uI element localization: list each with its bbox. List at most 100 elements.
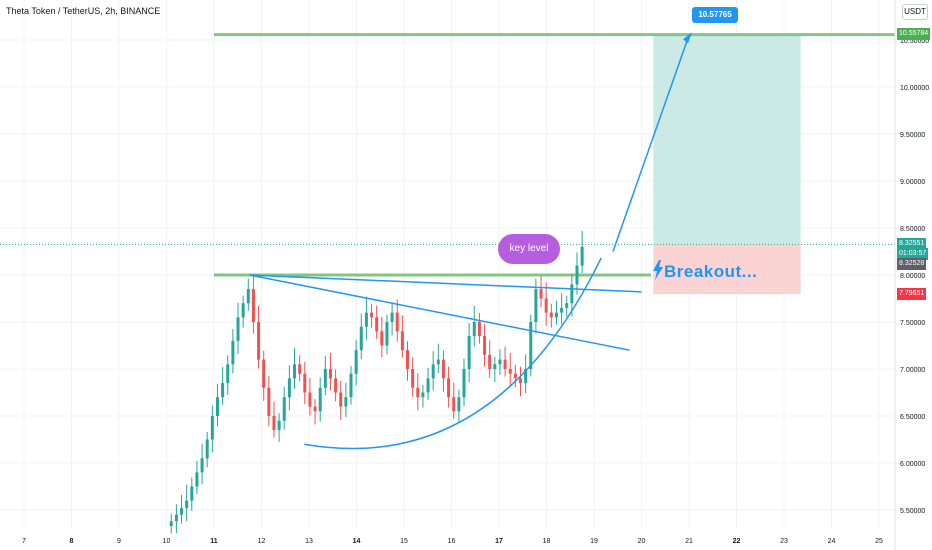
profit-zone [653,34,801,245]
candle-body [257,322,261,360]
time-tick-label: 11 [210,538,218,545]
candle-body [318,387,322,412]
loss-zone [653,244,801,295]
time-tick-label: 9 [117,538,121,545]
time-tick-label: 21 [685,538,693,545]
price-axis[interactable]: 10.50000 10.00000 9.50000 9.00000 8.50000 8.0… [900,38,929,515]
candle-body [231,340,235,365]
candle-body [339,392,343,407]
candle-body [190,486,194,501]
candle-body [498,359,502,365]
candle-body [472,322,476,337]
candle-body [575,265,579,285]
candle-body [457,397,461,412]
time-tick-label: 8 [70,538,74,545]
candle-body [421,392,425,398]
price-tick-label: 6.50000 [900,414,925,421]
candle-body [303,373,307,393]
candle-body [226,364,230,384]
candle-body [560,307,564,313]
candle-body [436,359,440,365]
candle-body [174,514,178,522]
candle-body [452,397,456,412]
candle-body [215,397,219,416]
price-tick-label: 9.00000 [900,179,925,186]
time-tick-label: 25 [875,538,883,545]
candle-body [400,331,404,351]
candle-body [483,336,487,355]
candle-body [534,289,538,322]
candle-body [200,458,204,473]
candle-body [467,336,471,369]
last-price-badge: 8.32551 [897,238,927,250]
candle-body [272,416,276,431]
candle-body [580,246,584,266]
time-tick-label: 24 [828,538,836,545]
candle-body [205,439,209,459]
candle-body [570,284,574,304]
time-tick-label: 23 [780,538,788,545]
time-tick-label: 15 [400,538,408,545]
candle-body [529,322,533,369]
candle-body [411,369,415,388]
candlestick-series [169,230,584,534]
price-tick-label: 6.00000 [900,461,925,468]
candle-body [513,373,517,379]
time-tick-label: 13 [305,538,313,545]
grid-lines [0,0,895,530]
candle-body [221,383,225,398]
time-tick-label: 16 [448,538,456,545]
price-tick-label: 10.50000 [900,38,929,45]
candle-body [508,369,512,374]
candle-body [323,369,327,388]
candle-body [277,420,281,431]
candle-body [416,387,420,398]
candle-body [293,364,297,379]
candle-body [267,387,271,416]
candle-body [308,392,312,407]
candle-body [554,312,558,318]
candle-body [441,359,445,379]
candle-body [385,322,389,346]
time-axis[interactable]: 7 8 9 10 11 12 13 14 15 16 17 18 19 20 21 22 23 24 25 [22,538,883,545]
candle-body [364,312,368,327]
triangle-upper-trendline[interactable] [249,274,642,293]
price-tick-label: 5.50000 [900,508,925,515]
candle-body [539,289,543,299]
candle-body [241,303,245,318]
triangle-lower-trendline[interactable] [249,274,630,351]
key-level-bubble[interactable]: key level [498,234,560,264]
time-tick-label: 20 [638,538,646,545]
candle-body [262,359,266,388]
candle-body [549,312,553,318]
candle-body [251,289,255,322]
candle-body [334,378,338,393]
currency-button[interactable]: USDT [902,4,928,20]
time-tick-label: 7 [22,538,26,545]
time-tick-label: 18 [543,538,551,545]
cup-curve[interactable] [304,257,602,450]
candle-body [344,397,348,407]
candle-body [370,312,374,318]
candle-body [195,472,199,487]
lightning-icon [653,260,663,280]
time-tick-label: 14 [353,538,361,545]
candle-body [180,508,184,515]
target-arrowhead [683,32,692,44]
candle-body [390,312,394,322]
target-price-label[interactable]: 10.57765 [692,7,738,23]
candle-body [210,416,214,440]
price-tick-label: 7.50000 [900,320,925,327]
target-arrow[interactable] [612,35,690,252]
candle-body [349,373,353,398]
countdown-badge: 01:03:57 [897,248,929,260]
candle-body [169,521,173,526]
prev-close-badge: 8.32528 [897,258,927,270]
candle-body [503,359,507,369]
candle-body [287,378,291,398]
candle-body [565,303,569,308]
candle-body [246,289,250,304]
breakout-label[interactable]: Breakout... [652,260,757,282]
candle-body [298,364,302,374]
